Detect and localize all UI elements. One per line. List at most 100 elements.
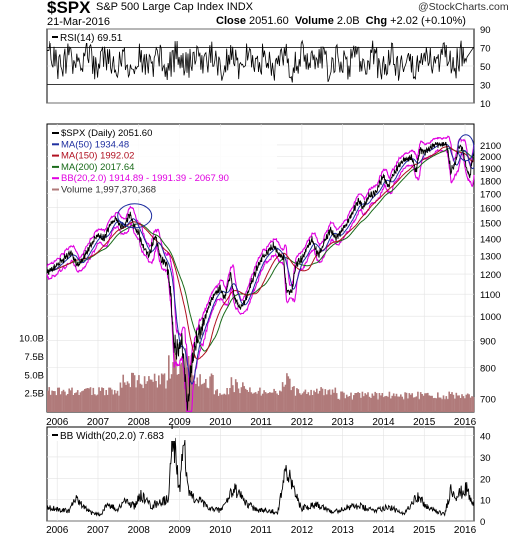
- volume-bar: [52, 391, 55, 412]
- volume-bar: [321, 388, 324, 412]
- volume-bar: [206, 387, 209, 412]
- volume-bar: [222, 394, 224, 412]
- volume-bar: [432, 398, 435, 412]
- price-x-tick-label: 2008: [128, 417, 151, 428]
- volume-bar: [401, 396, 404, 412]
- volume-bar: [333, 392, 335, 412]
- volume-bar: [232, 385, 234, 412]
- volume-bar: [327, 390, 330, 412]
- volume-bar: [91, 395, 93, 412]
- volume-bar: [358, 393, 361, 412]
- rsi-tick-label: 10: [480, 99, 491, 110]
- volume-bar: [324, 389, 327, 412]
- volume-bar: [465, 394, 468, 412]
- volume-bar: [261, 393, 264, 412]
- volume-bar: [394, 396, 396, 412]
- volume-bar: [122, 374, 125, 412]
- volume-bar: [408, 393, 411, 412]
- bbwidth-x-tick-label: 2015: [413, 525, 436, 536]
- volume-bar: [75, 392, 78, 412]
- volume-bar: [86, 388, 89, 412]
- volume-bar: [212, 375, 214, 412]
- volume-bar: [335, 393, 338, 412]
- volume-bar: [242, 382, 244, 412]
- volume-bar: [210, 373, 213, 412]
- volume-bar: [382, 397, 385, 412]
- volume-bar: [271, 392, 274, 412]
- volume-bar: [407, 398, 409, 412]
- volume-bar: [304, 389, 307, 412]
- volume-bar: [334, 387, 337, 412]
- volume-bar: [328, 389, 331, 412]
- bbwidth-x-tick-label: 2008: [128, 525, 151, 536]
- volume-bar: [264, 392, 267, 412]
- volume-bar: [283, 386, 285, 412]
- volume-bar: [404, 392, 406, 412]
- volume-bar: [142, 388, 145, 412]
- volume-bar: [106, 394, 109, 412]
- volume-bar: [155, 381, 157, 412]
- volume-bar: [84, 389, 86, 412]
- volume-bar: [323, 395, 325, 412]
- bbwidth-x-tick-label: 2016: [454, 525, 477, 536]
- volume-bar: [131, 372, 133, 412]
- volume-bar: [469, 397, 472, 412]
- volume-bar: [197, 386, 200, 412]
- bbwidth-tick-label: 0: [480, 517, 485, 528]
- volume-bar: [425, 393, 428, 412]
- volume-bar: [139, 383, 142, 412]
- volume-bar: [340, 391, 342, 412]
- volume-bar: [135, 387, 137, 412]
- volume-bar: [286, 373, 288, 412]
- volume-bar: [96, 394, 99, 412]
- stockcharts-watermark[interactable]: @StockCharts.com: [418, 1, 509, 13]
- volume-bar: [175, 352, 177, 412]
- volume-tick-label: 10.0B: [19, 334, 44, 345]
- volume-bar: [163, 373, 166, 412]
- volume-bar: [434, 397, 436, 412]
- volume-bar: [300, 394, 303, 412]
- volume-bar: [397, 396, 399, 412]
- volume-tick-label: 7.5B: [24, 352, 44, 363]
- volume-bar: [108, 387, 110, 412]
- volume-bar: [233, 392, 236, 412]
- volume-bar: [415, 396, 418, 412]
- volume-bar: [456, 395, 459, 412]
- volume-bar: [68, 388, 71, 412]
- annotation-circle-2007: [117, 203, 153, 229]
- bbwidth-x-tick-label: 2013: [332, 525, 355, 536]
- volume-value: 2.0B: [336, 15, 360, 27]
- volume-bar: [252, 393, 254, 412]
- volume-bar: [337, 399, 340, 412]
- rsi-legend-bg: [50, 31, 137, 43]
- volume-bar: [81, 391, 83, 412]
- price-tick-label: 1400: [480, 235, 501, 246]
- bbwidth-x-tick-label: 2012: [291, 525, 314, 536]
- volume-bar: [76, 390, 79, 412]
- volume-bar: [160, 373, 163, 412]
- volume-bar: [240, 387, 243, 412]
- bbwidth-x-tick-label: 2014: [372, 525, 395, 536]
- volume-bar: [92, 387, 95, 412]
- bbwidth-tick-label: 20: [480, 474, 491, 485]
- volume-bar: [290, 390, 293, 412]
- volume-bar: [196, 377, 199, 412]
- volume-bar: [313, 390, 315, 412]
- volume-bar: [105, 390, 108, 412]
- volume-bar: [179, 364, 182, 412]
- volume-bar: [223, 393, 226, 412]
- price-x-tick-label: 2007: [87, 417, 110, 428]
- volume-bar: [95, 395, 98, 412]
- volume-bar: [381, 393, 384, 412]
- price-tick-label: 1900: [480, 164, 501, 175]
- volume-bar: [345, 394, 348, 412]
- volume-bar: [444, 399, 446, 412]
- volume-bar: [113, 390, 116, 412]
- price-x-tick-label: 2009: [168, 417, 191, 428]
- volume-bar: [244, 388, 247, 412]
- volume-bar: [412, 397, 415, 412]
- volume-bar: [166, 380, 169, 412]
- volume-bar: [354, 393, 357, 412]
- volume-bar: [405, 392, 408, 412]
